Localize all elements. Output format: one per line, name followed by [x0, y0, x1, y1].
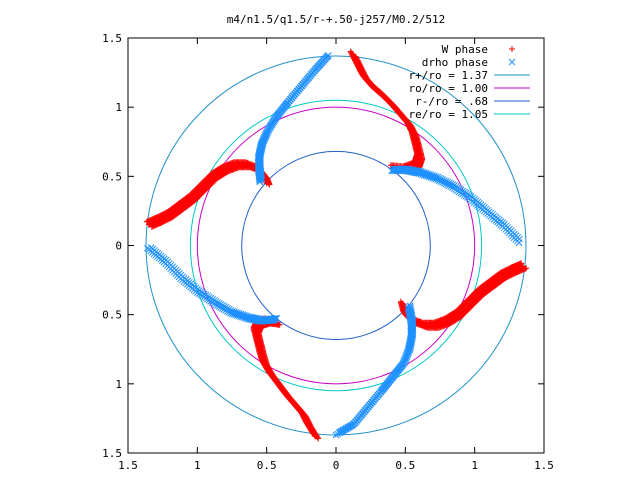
drho-phase-point [441, 177, 448, 184]
drho-phase-point [247, 313, 254, 321]
y-tick-label: 1 [115, 101, 122, 114]
reference-circle [241, 150, 431, 341]
drho-phase-point [449, 181, 457, 188]
data-series [143, 48, 530, 442]
legend-label: ro/ro = 1.00 [409, 82, 488, 95]
drho-phase-point [427, 171, 435, 179]
drho-phase-point [144, 244, 151, 252]
drho-phase-point [439, 176, 447, 183]
drho-phase-point [416, 167, 424, 175]
drho-phase-point [515, 239, 523, 247]
drho-phase-point [422, 169, 430, 177]
drho-phase-point [232, 309, 240, 316]
drho-phase-point [434, 173, 442, 181]
drho-phase-point [419, 168, 427, 176]
y-tick-label: 0.5 [102, 170, 122, 183]
x-tick-label: 0.5 [395, 459, 415, 472]
drho-phase-point [332, 431, 340, 439]
drho-phase-point [417, 168, 425, 175]
drho-phase-point [235, 310, 243, 317]
drho-phase-point [426, 170, 433, 178]
x-tick-label: 1.5 [118, 459, 138, 472]
y-tick-label: 0 [115, 240, 122, 253]
drho-phase-point [240, 311, 248, 319]
drho-phase-point [245, 313, 253, 321]
legend-label: re/ro = 1.05 [409, 108, 488, 121]
drho-phase-point [432, 173, 440, 180]
drho-phase-point [244, 312, 251, 320]
drho-phase-point [442, 177, 450, 185]
drho-phase-point [447, 180, 455, 188]
x-tick-label: 1.5 [534, 459, 554, 472]
legend-label: drho phase [422, 56, 488, 69]
drho-phase-point [324, 52, 332, 60]
y-tick-label: 1 [115, 378, 122, 391]
drho-phase-point [446, 179, 453, 187]
x-tick-label: 1 [194, 459, 201, 472]
drho-phase-point [429, 172, 437, 179]
reference-circle [196, 106, 476, 385]
drho-phase-point [444, 178, 452, 186]
y-tick-label: 1.5 [102, 447, 122, 460]
reference-circles [145, 55, 527, 436]
drho-phase-point [421, 169, 428, 177]
y-tick-label: 0.5 [102, 309, 122, 322]
axis-ticks: 1.5 1 0.5 0 0.5 1 1.51.510.500.511.5 [102, 32, 554, 472]
drho-phase-point [431, 172, 438, 180]
drho-phase-point [234, 309, 241, 317]
reference-circle [189, 99, 483, 392]
w-phase-series [143, 48, 530, 442]
legend-label: r+/ro = 1.37 [409, 69, 488, 82]
chart-title: m4/n1.5/q1.5/r-+.50-j257/M0.2/512 [227, 13, 446, 26]
x-tick-label: 0 [333, 459, 340, 472]
legend-label: r-/ro = .68 [415, 95, 488, 108]
drho-phase-point [239, 311, 246, 318]
x-tick-label: 0.5 [257, 459, 277, 472]
drho-phase-point [242, 312, 250, 320]
y-tick-label: 1.5 [102, 32, 122, 45]
drho-phase-series [144, 52, 523, 439]
legend-label: W phase [442, 43, 488, 56]
drho-phase-point [437, 175, 445, 183]
drho-phase-point [424, 170, 432, 178]
drho-phase-point [436, 174, 443, 182]
x-tick-label: 1 [471, 459, 478, 472]
drho-phase-point [230, 308, 238, 316]
drho-phase-point [237, 310, 245, 318]
drho-phase-point [508, 58, 516, 66]
